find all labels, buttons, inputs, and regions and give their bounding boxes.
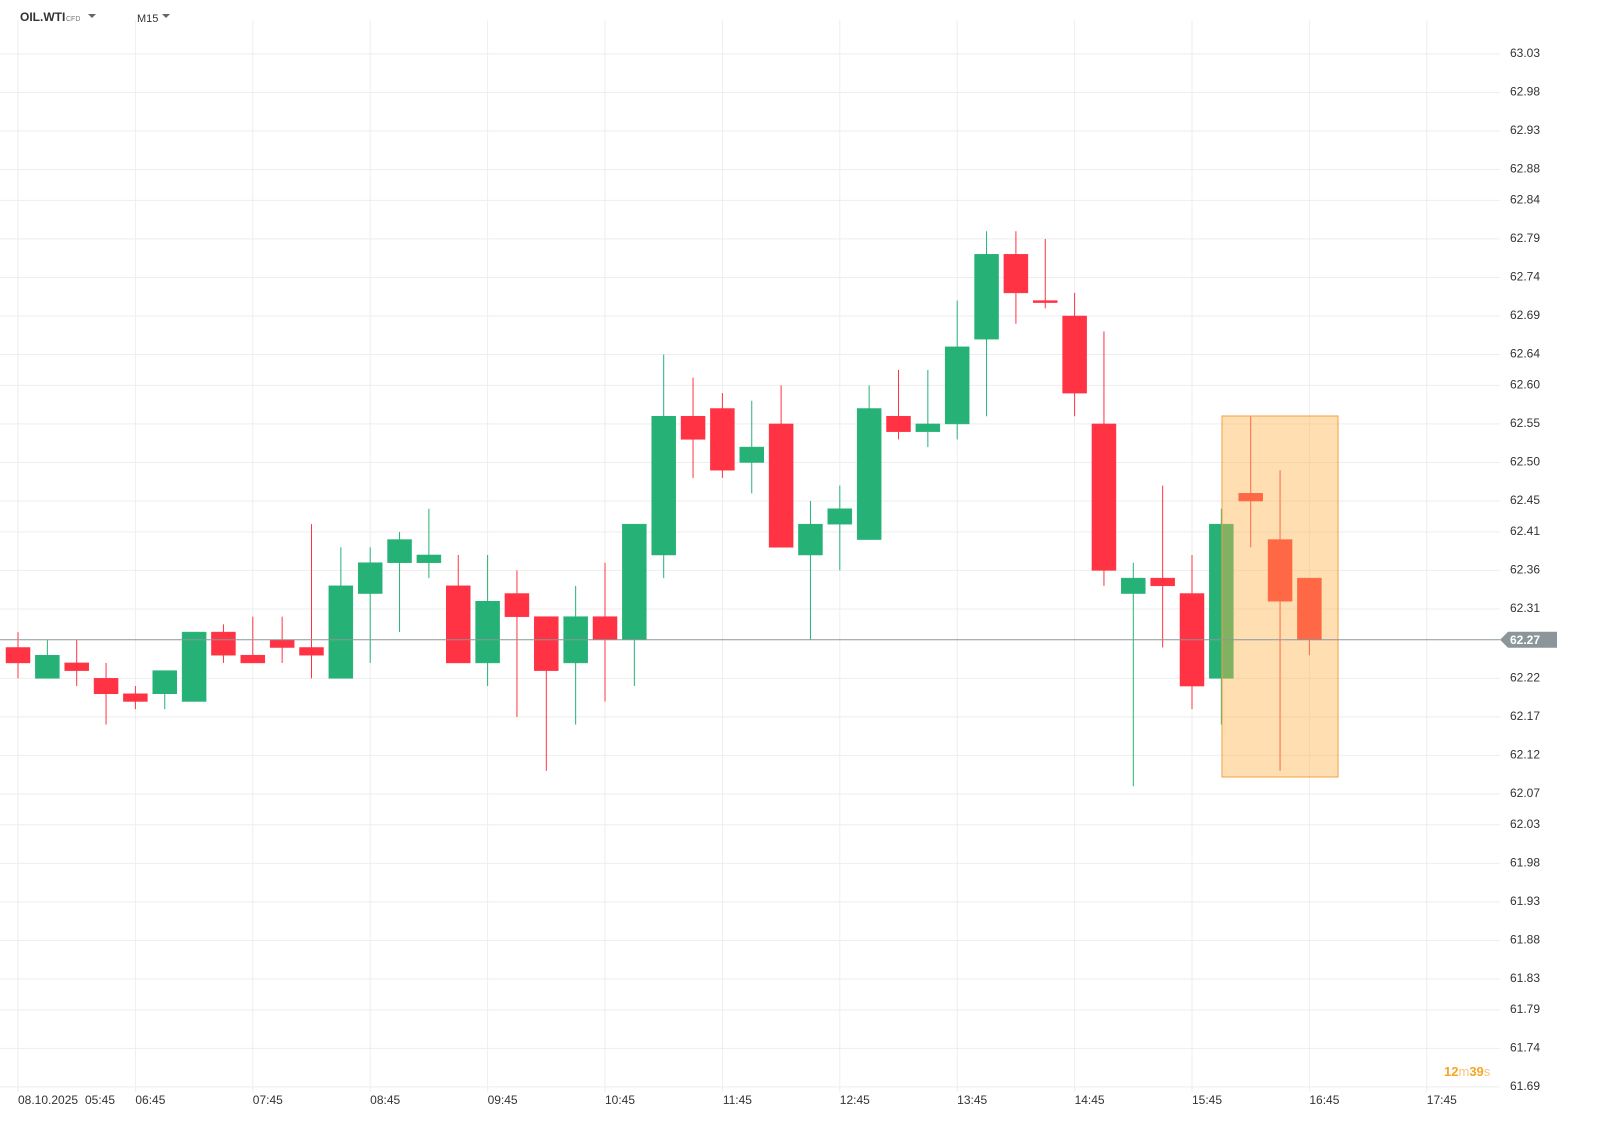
candle-body (680, 415, 706, 440)
candle-body (416, 554, 442, 563)
y-tick-label: 62.64 (1510, 347, 1540, 361)
x-tick-label: 16:45 (1309, 1093, 1339, 1107)
last-price-tag (1500, 631, 1557, 648)
y-tick-label: 62.93 (1510, 123, 1540, 137)
x-tick-label: 11:45 (723, 1093, 752, 1107)
x-tick-label: 13:45 (957, 1093, 987, 1107)
candle-body (768, 423, 794, 548)
countdown-part: 39 (1469, 1064, 1483, 1079)
y-tick-label: 62.79 (1510, 231, 1540, 245)
highlight-box (1221, 415, 1339, 778)
candle-body (1003, 254, 1029, 294)
x-tick-label: 15:45 (1192, 1093, 1222, 1107)
x-tick-label: 07:45 (253, 1093, 283, 1107)
x-tick-label: 17:45 (1427, 1093, 1457, 1107)
y-tick-label: 62.31 (1510, 601, 1540, 615)
y-tick-label: 62.41 (1510, 524, 1540, 538)
y-tick-label: 62.74 (1510, 270, 1540, 284)
symbol-type: CFD (66, 16, 80, 23)
candle-body (5, 647, 31, 664)
candle-body (211, 631, 236, 656)
candle-body (152, 670, 177, 695)
candle-body (886, 415, 911, 432)
y-tick-label: 62.07 (1510, 786, 1540, 800)
y-tick-label: 62.84 (1510, 193, 1540, 207)
candle-body (592, 616, 618, 641)
candle-body (534, 616, 559, 671)
candle-body (944, 346, 970, 425)
x-tick-label: 05:45 (85, 1093, 115, 1107)
y-tick-label: 62.17 (1510, 709, 1540, 723)
candle-body (64, 662, 89, 671)
x-tick-label: 10:45 (605, 1093, 635, 1107)
countdown-part: s (1484, 1064, 1491, 1079)
candle-body (181, 631, 207, 702)
y-tick-label: 62.55 (1510, 416, 1540, 430)
candle-body (328, 585, 354, 679)
candle-body (387, 539, 412, 563)
candle-body (651, 415, 676, 556)
candle-body (357, 562, 383, 594)
candle-body (739, 446, 764, 463)
last-price-label: 62.27 (1510, 633, 1540, 647)
y-tick-label: 62.12 (1510, 748, 1540, 762)
y-tick-label: 61.69 (1510, 1079, 1540, 1093)
y-tick-label: 62.45 (1510, 493, 1540, 507)
x-tick-label: 12:45 (840, 1093, 870, 1107)
y-tick-label: 62.03 (1510, 817, 1540, 831)
y-tick-label: 62.22 (1510, 671, 1540, 685)
x-tick-label: 08:45 (370, 1093, 400, 1107)
candle-body (856, 408, 882, 540)
y-tick-label: 62.69 (1510, 308, 1540, 322)
candle-body (1297, 577, 1322, 641)
y-tick-label: 61.83 (1510, 971, 1540, 985)
y-tick-label: 61.74 (1510, 1041, 1540, 1055)
x-tick-label: 09:45 (488, 1093, 518, 1107)
candle-body (827, 508, 853, 525)
candle-body (1267, 539, 1293, 602)
candle-body (622, 523, 647, 641)
timeframe[interactable]: M15 (137, 13, 158, 25)
countdown: 12m39s (1444, 1064, 1491, 1079)
y-tick-label: 61.93 (1510, 894, 1540, 908)
candle-body (240, 654, 266, 664)
y-tick-label: 62.88 (1510, 162, 1540, 176)
candle-body (475, 600, 500, 664)
candle-body (1121, 577, 1146, 594)
y-tick-label: 61.88 (1510, 933, 1540, 947)
y-tick-label: 62.60 (1510, 378, 1540, 392)
candle-body (1091, 423, 1117, 571)
candle-body (1062, 315, 1087, 394)
y-tick-label: 61.98 (1510, 856, 1540, 870)
candle-body (1209, 523, 1234, 679)
candle-body (1033, 300, 1058, 303)
candle-body (915, 423, 941, 432)
y-tick-label: 61.79 (1510, 1002, 1540, 1016)
candle-body (299, 647, 324, 656)
candle-body (35, 654, 60, 679)
countdown-part: m (1458, 1064, 1469, 1079)
y-tick-label: 62.98 (1510, 85, 1540, 99)
x-tick-label: 14:45 (1075, 1093, 1105, 1107)
candle-body (974, 254, 999, 340)
countdown-part: 12 (1444, 1064, 1458, 1079)
symbol[interactable]: OIL.WTI (20, 10, 65, 24)
x-tick-label: 06:45 (135, 1093, 165, 1107)
date-label: 08.10.2025 (18, 1093, 78, 1107)
candle-body (710, 408, 735, 471)
candle-body (504, 593, 530, 617)
candle-body (93, 678, 119, 695)
candle-body (1150, 577, 1175, 587)
y-tick-label: 62.36 (1510, 563, 1540, 577)
symbol-dropdown[interactable] (88, 14, 96, 18)
candle-body (123, 693, 148, 702)
candle-body (798, 523, 823, 556)
candle-body (269, 639, 295, 648)
y-tick-label: 63.03 (1510, 46, 1540, 60)
candle-body (1238, 493, 1263, 502)
candle-body (446, 585, 471, 664)
y-tick-label: 62.50 (1510, 455, 1540, 469)
timeframe-dropdown[interactable] (162, 14, 170, 18)
